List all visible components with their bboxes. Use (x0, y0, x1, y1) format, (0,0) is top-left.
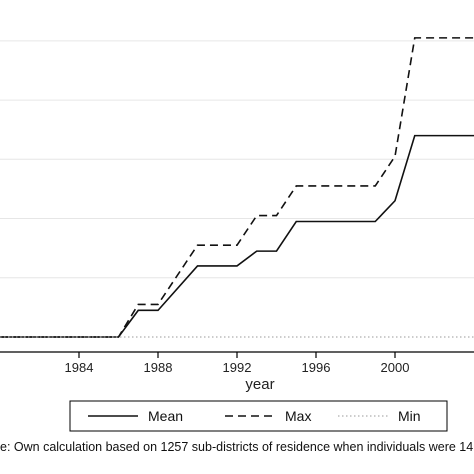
legend-label-min: Min (398, 408, 421, 424)
legend-label-max: Max (285, 408, 311, 424)
x-tick-label: 1984 (65, 360, 94, 375)
legend-label-mean: Mean (148, 408, 183, 424)
plot-area (0, 37, 474, 338)
x-tick-label: 1988 (144, 360, 173, 375)
x-tick-label: 2000 (381, 360, 410, 375)
gridlines (0, 40, 474, 279)
legend-items: Mean Max Min (88, 408, 421, 424)
source-note: e: Own calculation based on 1257 sub-dis… (0, 440, 474, 454)
legend: Mean Max Min (69, 400, 448, 432)
x-axis-title: year (245, 376, 274, 393)
x-tick-label: 1992 (223, 360, 252, 375)
series-line-max (0, 37, 474, 338)
x-tick-label: 1996 (302, 360, 331, 375)
series-line-mean (0, 134, 474, 338)
x-axis-ticks: 1984 1988 1992 1996 2000 (65, 352, 410, 375)
